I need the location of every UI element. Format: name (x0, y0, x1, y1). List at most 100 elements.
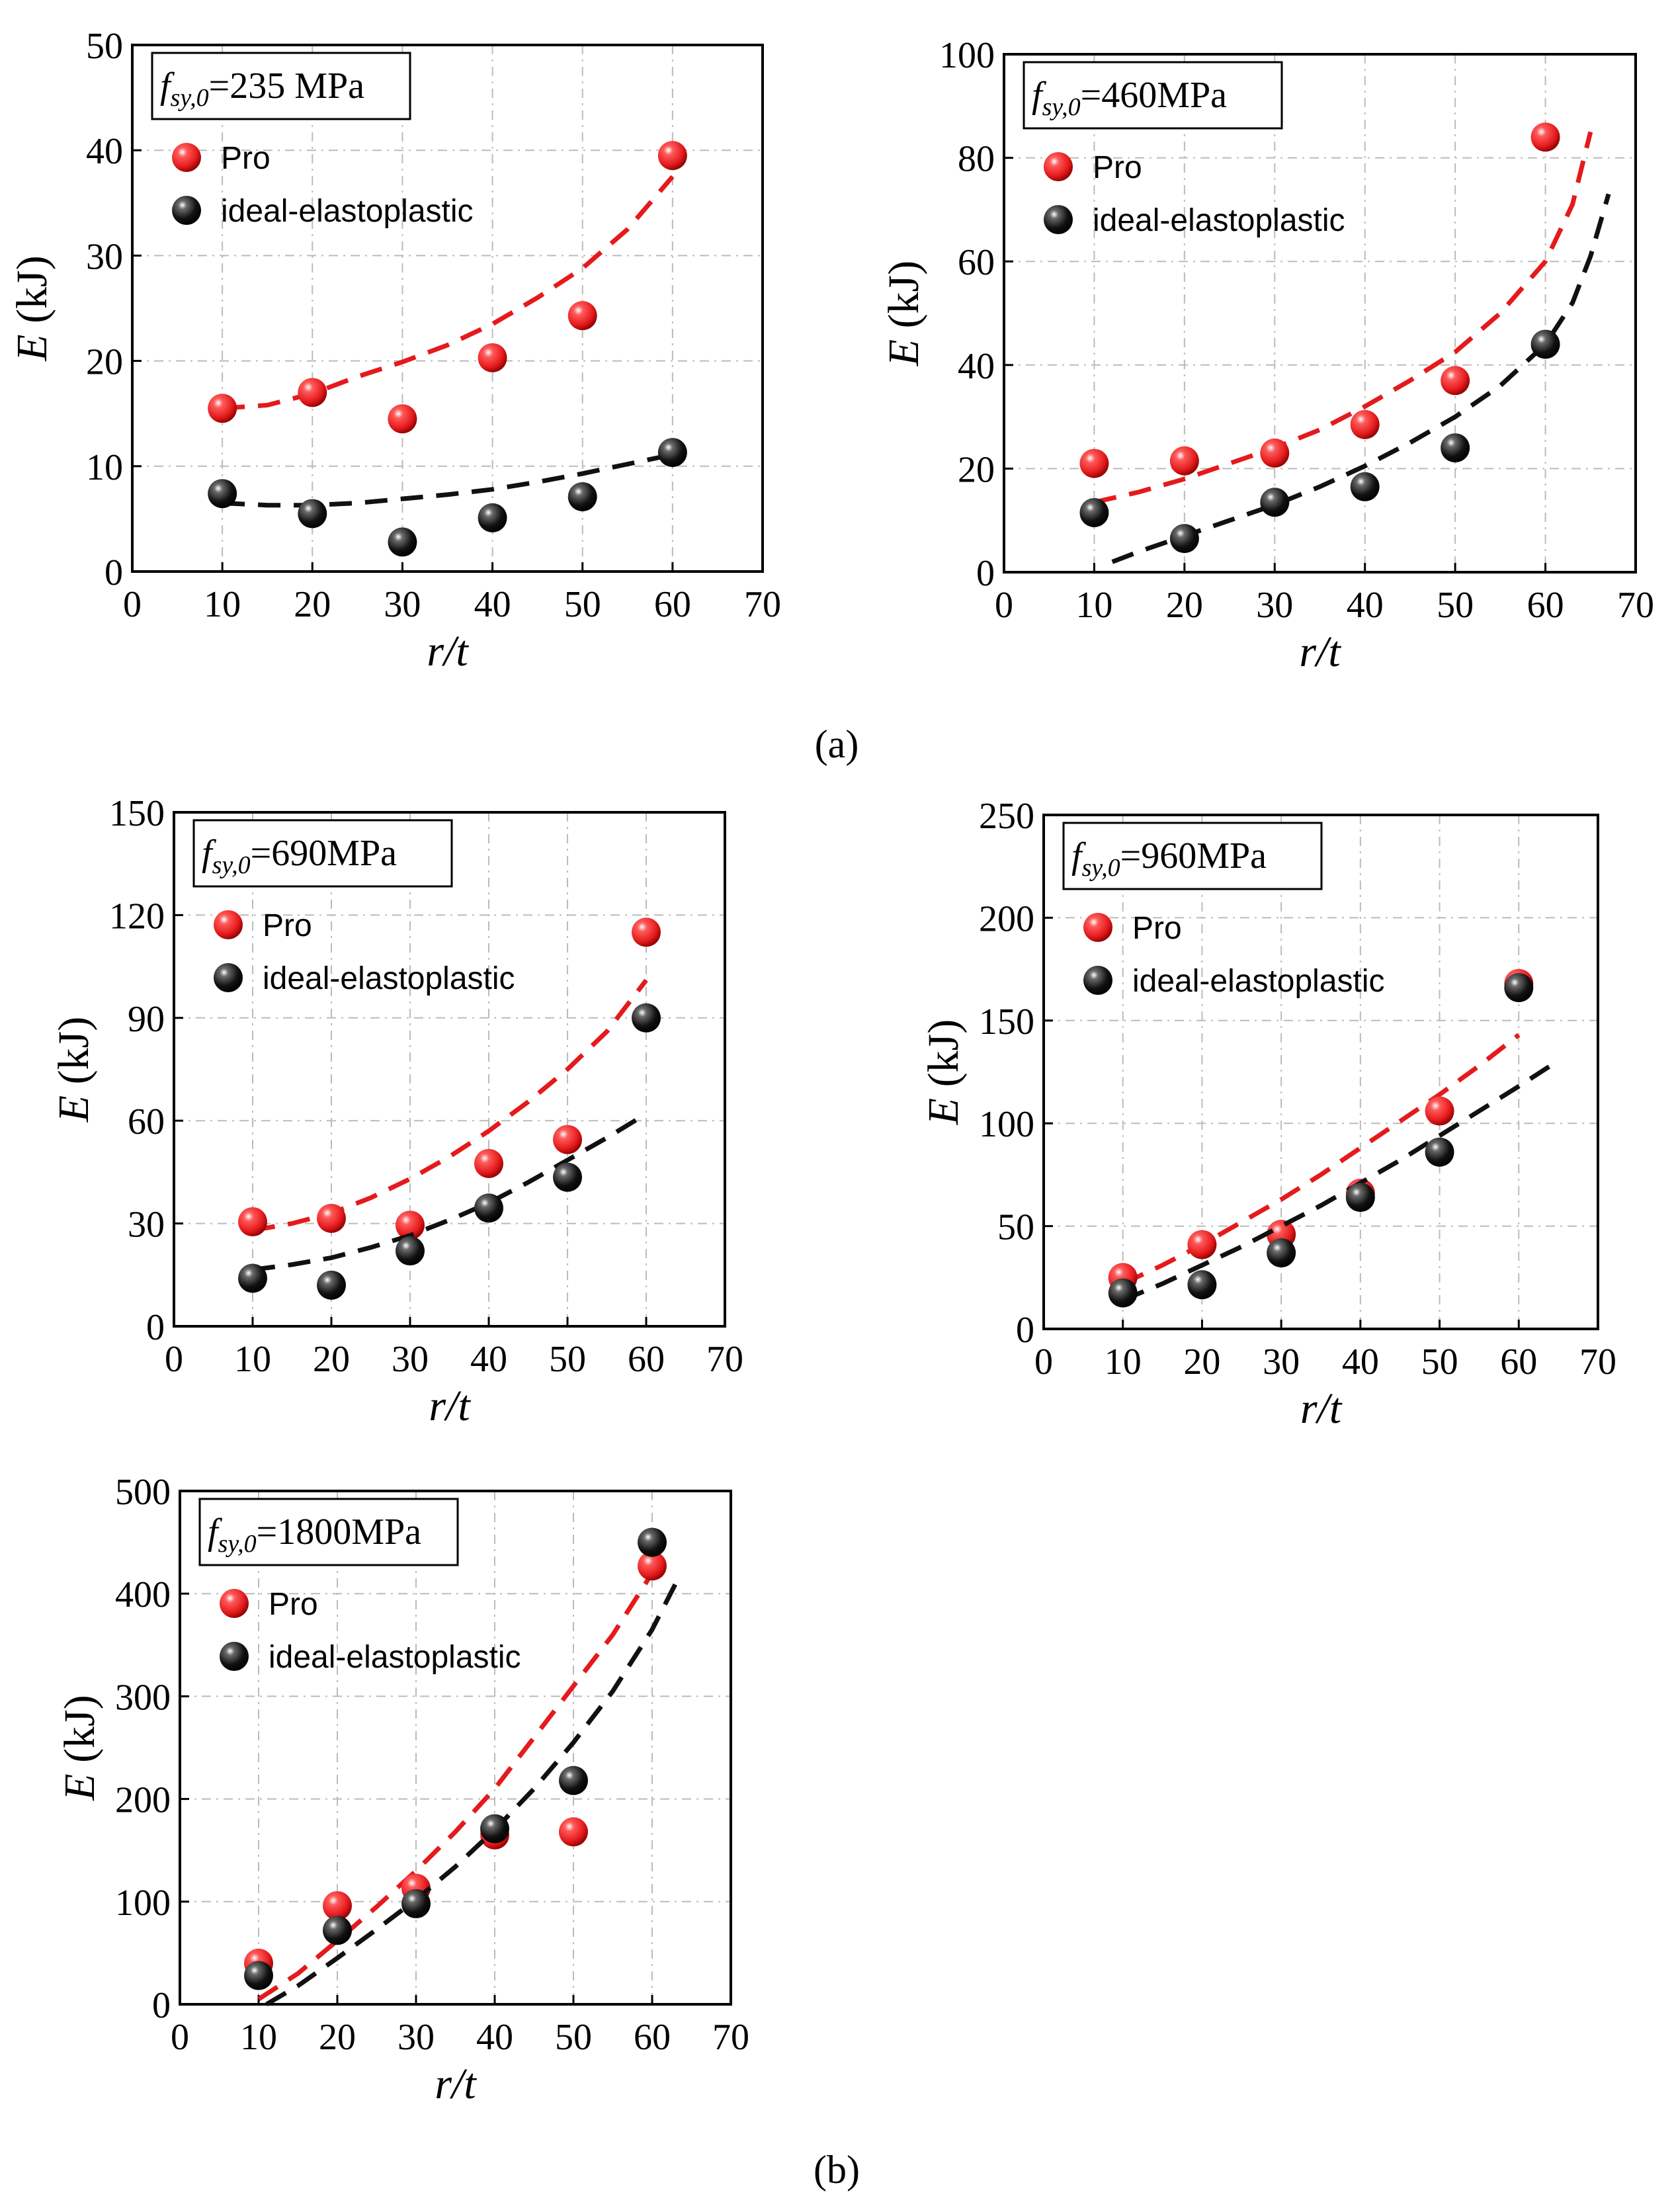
data-point-pro (657, 141, 687, 171)
data-point-pro (559, 1817, 588, 1847)
y-tick-label: 30 (86, 236, 123, 277)
x-tick-label: 50 (1421, 1341, 1458, 1382)
y-tick-label: 0 (1016, 1310, 1034, 1351)
y-axis-label-symbol: E (919, 1098, 968, 1125)
y-tick-label: 40 (958, 346, 995, 387)
x-tick-label: 30 (1256, 585, 1293, 626)
inset-title-box (198, 1498, 459, 1566)
y-axis-label-unit: (kJ) (8, 255, 56, 334)
data-point-ideal (474, 1193, 503, 1223)
y-tick-label: 20 (86, 342, 123, 383)
legend-label-ideal: ideal-elastoplastic (1132, 964, 1385, 999)
x-tick-label: 50 (1437, 585, 1474, 626)
x-tick-label: 30 (384, 584, 421, 625)
data-point-ideal (1187, 1270, 1217, 1300)
inset-title: fsy,0=960MPa (1071, 835, 1267, 882)
data-point-ideal (657, 438, 687, 468)
data-point-ideal (323, 1916, 352, 1945)
y-axis-label-symbol: E (8, 334, 56, 361)
chart-panel-960mpa: 0 10 20 30 40 50 60 70 0 50 100 150 200 250 r/t E (kJ) f… (919, 796, 1616, 1433)
chart-panel-1800mpa: 0 10 20 30 40 50 60 70 0 100 200 300 400 500 r/t E (kJ)… (56, 1472, 749, 2108)
y-tick-label: 200 (979, 898, 1034, 939)
y-axis-label: E (kJ) (919, 1019, 968, 1125)
data-point-ideal (1530, 329, 1560, 359)
legend-marker-pro (1083, 913, 1112, 942)
x-tick-label: 40 (476, 2017, 513, 2058)
data-point-pro (474, 1148, 503, 1178)
legend-label-pro: Pro (263, 908, 312, 943)
x-tick-label: 10 (1105, 1341, 1142, 1382)
data-point-ideal (396, 1236, 425, 1266)
x-tick-label: 40 (474, 584, 511, 625)
y-tick-label: 90 (128, 999, 165, 1040)
legend-marker-ideal (220, 1642, 249, 1671)
y-axis-label: E (kJ) (50, 1017, 98, 1123)
legend-label-pro: Pro (1132, 911, 1182, 946)
y-axis-label-unit: (kJ) (56, 1695, 104, 1773)
y-tick-label: 40 (86, 131, 123, 172)
x-tick-label: 20 (1166, 585, 1203, 626)
x-tick-label: 0 (1034, 1341, 1053, 1382)
y-axis-label-symbol: E (880, 339, 928, 366)
plot-frame (1042, 814, 1599, 1330)
y-axis-label: E (kJ) (8, 255, 56, 361)
y-tick-label: 0 (105, 552, 123, 593)
inset-title-subscript: sy,0 (212, 851, 251, 879)
inset-title-subscript: sy,0 (171, 84, 209, 112)
y-tick-label: 60 (128, 1101, 165, 1142)
x-axis-label: r/t (1299, 628, 1341, 676)
plot-frame (131, 44, 764, 573)
x-axis-label: r/t (1300, 1384, 1343, 1433)
x-tick-label: 60 (654, 584, 691, 625)
data-point-ideal (559, 1765, 588, 1795)
y-tick-label: 0 (152, 1985, 171, 2026)
legend-label-ideal: ideal-elastoplastic (263, 961, 515, 996)
x-tick-label: 10 (240, 2017, 277, 2058)
data-point-ideal (478, 503, 507, 532)
data-point-pro (238, 1207, 267, 1237)
x-tick-label: 70 (744, 584, 781, 625)
data-point-pro (396, 1211, 425, 1240)
x-tick-label: 60 (1500, 1341, 1537, 1382)
inset-title-box (1062, 822, 1323, 890)
y-axis-label-symbol: E (50, 1095, 98, 1123)
fit-curve-pro (1093, 131, 1593, 505)
data-point-ideal (208, 479, 237, 509)
data-point-pro (478, 343, 507, 372)
x-tick-label: 40 (1342, 1341, 1379, 1382)
y-tick-label: 60 (958, 242, 995, 283)
legend-marker-pro (220, 1589, 249, 1618)
y-tick-label: 0 (976, 553, 995, 594)
legend-label-pro: Pro (269, 1587, 318, 1622)
data-point-pro (1350, 409, 1380, 439)
x-tick-label: 40 (1347, 585, 1384, 626)
data-point-ideal (298, 499, 327, 529)
fit-curve-pro (252, 978, 648, 1233)
data-point-ideal (1504, 973, 1534, 1003)
data-point-pro (1187, 1230, 1217, 1259)
legend-marker-pro (1044, 152, 1073, 181)
x-tick-label: 70 (706, 1339, 743, 1380)
data-point-ideal (632, 1003, 661, 1033)
data-point-pro (1441, 366, 1470, 396)
inset-title-value: =1800MPa (257, 1511, 422, 1553)
fit-curve-pro (257, 1572, 654, 2002)
y-tick-label: 400 (115, 1574, 171, 1615)
legend-marker-ideal (214, 963, 243, 992)
data-point-pro (1079, 448, 1109, 478)
y-tick-label: 100 (939, 35, 995, 76)
chart-panel-235mpa: 0 10 20 30 40 50 60 70 0 10 20 30 40 50 r/t E (kJ) fsy,0… (8, 26, 781, 675)
x-axis-label: r/t (427, 627, 469, 675)
x-tick-label: 30 (398, 2017, 435, 2058)
legend-marker-pro (172, 143, 201, 172)
data-point-pro (323, 1891, 352, 1921)
data-point-pro (298, 378, 327, 407)
x-tick-label: 0 (171, 2017, 189, 2058)
fit-curve-ideal (1111, 193, 1611, 564)
y-tick-label: 500 (115, 1472, 171, 1513)
inset-title-value: =690MPa (251, 833, 398, 874)
data-point-pro (553, 1125, 582, 1154)
chart-panel-460mpa: 0 10 20 30 40 50 60 70 0 20 40 60 80 100 r/t E (kJ) fsy,… (880, 35, 1654, 676)
y-axis-label-symbol: E (56, 1773, 104, 1801)
